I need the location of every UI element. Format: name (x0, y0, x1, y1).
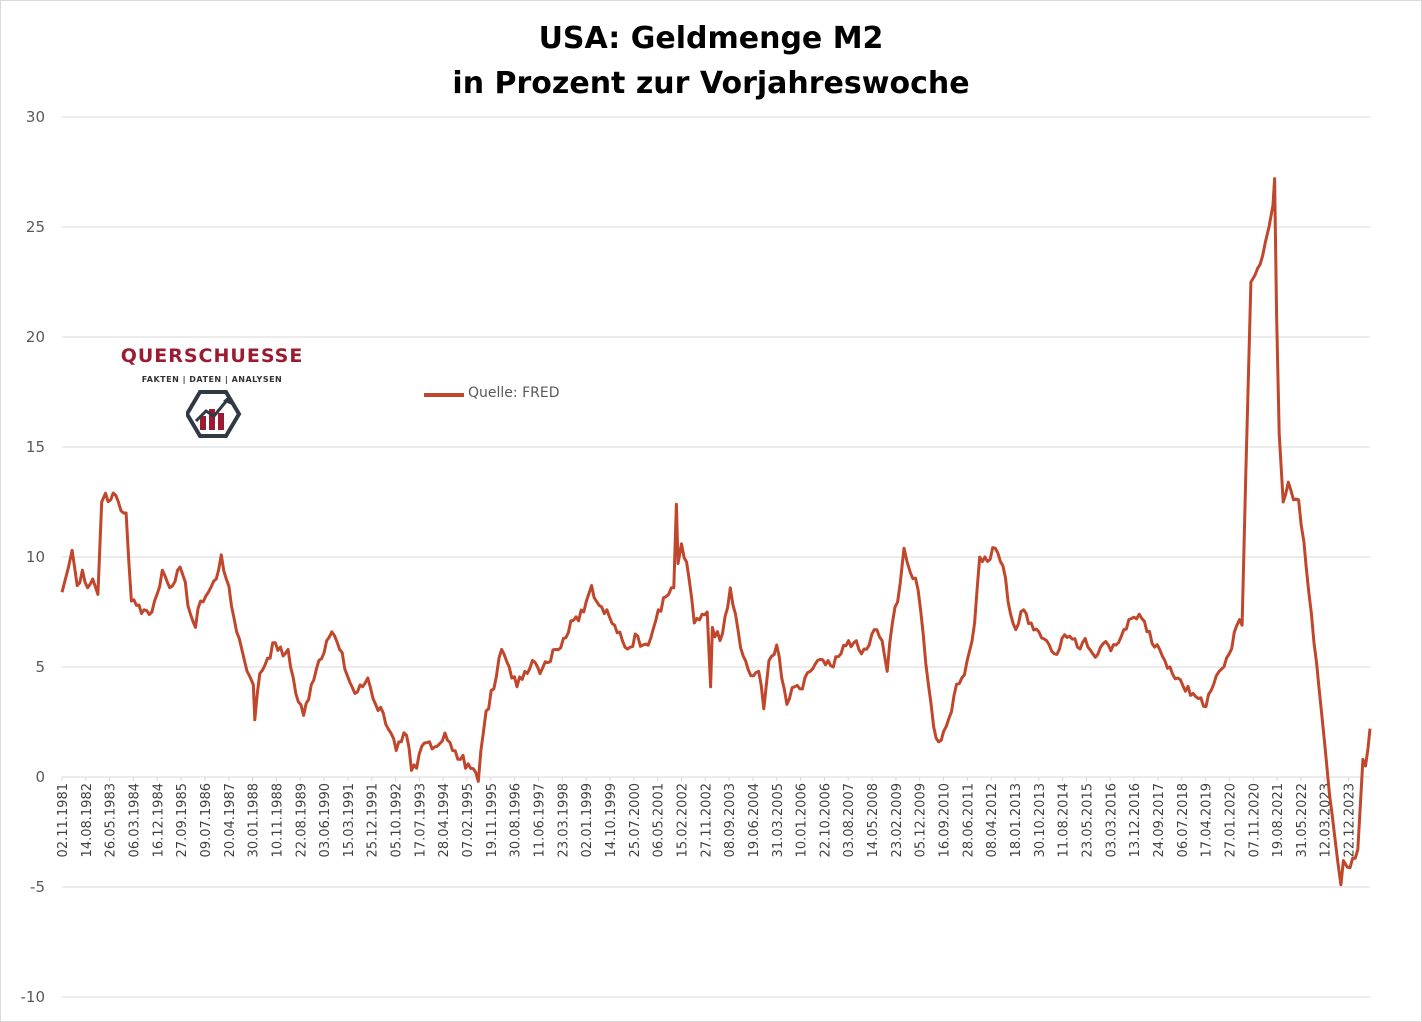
x-tick-label: 25.12.1991 (366, 783, 381, 857)
chart-title-line-1: USA: Geldmenge M2 (538, 21, 884, 56)
x-tick-label: 19.06.2004 (747, 783, 762, 857)
x-tick-label: 23.03.1998 (556, 783, 571, 857)
x-tick-label: 28.06.2011 (961, 783, 976, 857)
legend-swatch (424, 393, 464, 397)
x-tick-label: 03.03.2016 (1104, 783, 1119, 857)
x-tick-label: 23.05.2015 (1080, 783, 1095, 857)
series-layer (60, 177, 1372, 887)
y-tick-label: 25 (26, 218, 45, 236)
x-tick-label: 06.07.2018 (1176, 783, 1191, 857)
series-line (60, 177, 1372, 887)
x-tick-label: 06.03.1984 (127, 783, 142, 857)
x-tick-label: 14.10.1999 (604, 783, 619, 857)
gridlines (62, 116, 1370, 998)
y-tick-label: 0 (35, 768, 45, 786)
x-tick-label: 11.06.1997 (533, 783, 548, 857)
x-tick-label: 26.05.1983 (104, 783, 119, 857)
x-tick-label: 09.07.1986 (199, 783, 214, 857)
x-tick-label: 30.10.2013 (1033, 783, 1048, 857)
x-tick-label: 16.09.2010 (938, 783, 953, 857)
y-tick-label: 30 (26, 108, 45, 126)
y-tick-label: 20 (26, 328, 45, 346)
x-tick-label: 20.04.1987 (223, 783, 238, 857)
x-tick-label: 05.10.1992 (390, 783, 405, 857)
x-tick-label: 14.08.1982 (80, 783, 95, 857)
y-tick-label: 5 (35, 658, 45, 676)
x-tick-label: 14.05.2008 (866, 783, 881, 857)
x-tick-label: 31.03.2005 (771, 783, 786, 857)
y-tick-label: 15 (26, 438, 45, 456)
x-tick-label: 05.12.2009 (914, 783, 929, 857)
x-tick-label: 30.01.1988 (247, 783, 262, 857)
x-tick-label: 07.02.1995 (461, 783, 476, 857)
x-tick-label: 27.11.2002 (699, 783, 714, 857)
x-tick-label: 15.03.1991 (342, 783, 357, 857)
x-tick-label: 24.09.2017 (1152, 783, 1167, 857)
x-tick-label: 13.12.2016 (1128, 783, 1143, 857)
x-tick-label: 17.04.2019 (1200, 783, 1215, 857)
x-tick-label: 25.07.2000 (628, 783, 643, 857)
y-tick-label: 10 (26, 548, 45, 566)
x-tick-label: 02.11.1981 (56, 783, 71, 857)
chart-title: USA: Geldmenge M2 in Prozent zur Vorjahr… (0, 16, 1422, 106)
x-tick-label: 27.09.1985 (175, 783, 190, 857)
chart-title-line-2: in Prozent zur Vorjahreswoche (452, 66, 970, 101)
x-tick-label: 18.01.2013 (1009, 783, 1024, 857)
y-tick-label: -10 (21, 988, 46, 1006)
x-tick-label: 07.11.2020 (1247, 783, 1262, 857)
x-tick-label: 03.08.2007 (842, 783, 857, 857)
y-axis-ticks: -10 -5 0 5 10 15 20 25 30 (21, 108, 46, 1006)
x-tick-label: 22.08.1989 (294, 783, 309, 857)
querschuesse-logo: QUERSCHUESSE FAKTEN | DATEN | ANALYSEN (112, 345, 312, 445)
x-tick-label: 22.12.2023 (1343, 783, 1358, 857)
legend-label: Quelle: FRED (468, 385, 560, 401)
x-tick-label: 23.02.2009 (890, 783, 905, 857)
chart-hexagon-icon (186, 390, 242, 438)
x-tick-label: 06.05.2001 (652, 783, 667, 857)
x-tick-label: 03.06.1990 (318, 783, 333, 857)
y-tick-label: -5 (30, 878, 45, 896)
x-tick-label: 19.08.2021 (1271, 783, 1286, 857)
x-tick-label: 19.11.1995 (485, 783, 500, 857)
logo-tagline: FAKTEN | DATEN | ANALYSEN (141, 375, 283, 384)
x-tick-label: 28.04.1994 (437, 783, 452, 857)
x-tick-label: 27.01.2020 (1223, 783, 1238, 857)
x-tick-label: 22.10.2006 (818, 783, 833, 857)
x-tick-label: 31.05.2022 (1295, 783, 1310, 857)
logo-name: QUERSCHUESSE (120, 345, 304, 367)
x-tick-label: 02.01.1999 (580, 783, 595, 857)
x-tick-label: 11.08.2014 (1057, 783, 1072, 857)
x-tick-label: 16.12.1984 (151, 783, 166, 857)
x-tick-label: 17.07.1993 (413, 783, 428, 857)
x-tick-label: 08.04.2012 (985, 783, 1000, 857)
x-tick-label: 10.11.1988 (270, 783, 285, 857)
x-axis-ticks: 02.11.1981 14.08.1982 26.05.1983 06.03.1984… (56, 777, 1358, 857)
x-tick-label: 15.02.2002 (675, 783, 690, 857)
x-tick-label: 30.08.1996 (509, 783, 524, 857)
x-tick-label: 10.01.2006 (795, 783, 810, 857)
x-tick-label: 08.09.2003 (723, 783, 738, 857)
